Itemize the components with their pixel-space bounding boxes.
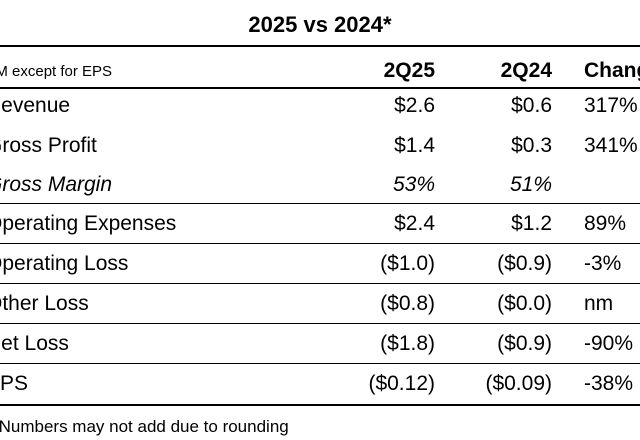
cell-change: -38% xyxy=(584,372,634,395)
cell-2q25: ($0.12) xyxy=(368,372,435,395)
cell-2q25: 53% xyxy=(392,173,435,196)
units-label: $M except for EPS xyxy=(0,63,113,80)
row-label: Net Loss xyxy=(0,332,69,355)
row-label: Other Loss xyxy=(0,292,89,315)
cell-change: 89% xyxy=(584,212,627,235)
table-row: Gross Profit $1.4 $0.3 341% xyxy=(0,131,640,161)
table-row: Operating Loss ($1.0) ($0.9) -3% xyxy=(0,249,640,279)
table-bottom-rule xyxy=(0,404,640,406)
cell-2q24: $0.3 xyxy=(511,134,552,157)
cell-2q25: $1.4 xyxy=(394,134,435,157)
cell-2q25: ($1.0) xyxy=(380,252,435,275)
footnote: *Numbers may not add due to rounding xyxy=(0,417,289,436)
row-label: Operating Expenses xyxy=(0,212,177,235)
cell-2q24: ($0.09) xyxy=(485,372,552,395)
row-label: Operating Loss xyxy=(0,252,129,275)
table-row: EPS ($0.12) ($0.09) -38% xyxy=(0,369,640,399)
cell-2q24: $1.2 xyxy=(511,212,552,235)
cell-2q25: ($1.8) xyxy=(380,332,435,355)
header-rule xyxy=(0,87,640,89)
cell-2q24: ($0.0) xyxy=(497,292,552,315)
cell-change: 341% xyxy=(584,134,638,157)
column-header-2q24: 2Q24 xyxy=(500,59,552,82)
table-row: Revenue $2.6 $0.6 317% xyxy=(0,91,640,121)
table-row: Net Loss ($1.8) ($0.9) -90% xyxy=(0,329,640,359)
table-row: Operating Expenses $2.4 $1.2 89% xyxy=(0,209,640,239)
row-divider xyxy=(0,283,640,284)
row-label: Gross Margin xyxy=(0,173,113,196)
row-label: EPS xyxy=(0,372,29,395)
table-row: Gross Margin 53% 51% xyxy=(0,170,640,200)
cell-2q24: ($0.9) xyxy=(497,252,552,275)
column-header-change: Change xyxy=(584,59,640,82)
row-divider xyxy=(0,323,640,324)
row-divider xyxy=(0,243,640,244)
column-header-2q25: 2Q25 xyxy=(383,59,435,82)
row-label: Revenue xyxy=(0,94,71,117)
row-divider xyxy=(0,363,640,364)
cell-change: 317% xyxy=(584,94,638,117)
row-divider xyxy=(0,203,640,204)
cell-2q25: ($0.8) xyxy=(380,292,435,315)
cell-2q25: $2.4 xyxy=(394,212,435,235)
table-row: Other Loss ($0.8) ($0.0) nm xyxy=(0,289,640,319)
cell-2q25: $2.6 xyxy=(394,94,435,117)
cell-2q24: 51% xyxy=(509,173,552,196)
table-title: 2025 vs 2024* xyxy=(248,12,392,37)
cell-2q24: $0.6 xyxy=(511,94,552,117)
row-label: Gross Profit xyxy=(0,134,97,157)
cell-change: -90% xyxy=(584,332,634,355)
title-rule xyxy=(0,45,640,47)
cell-change: -3% xyxy=(584,252,622,275)
cell-2q24: ($0.9) xyxy=(497,332,552,355)
cell-change: nm xyxy=(584,292,614,315)
